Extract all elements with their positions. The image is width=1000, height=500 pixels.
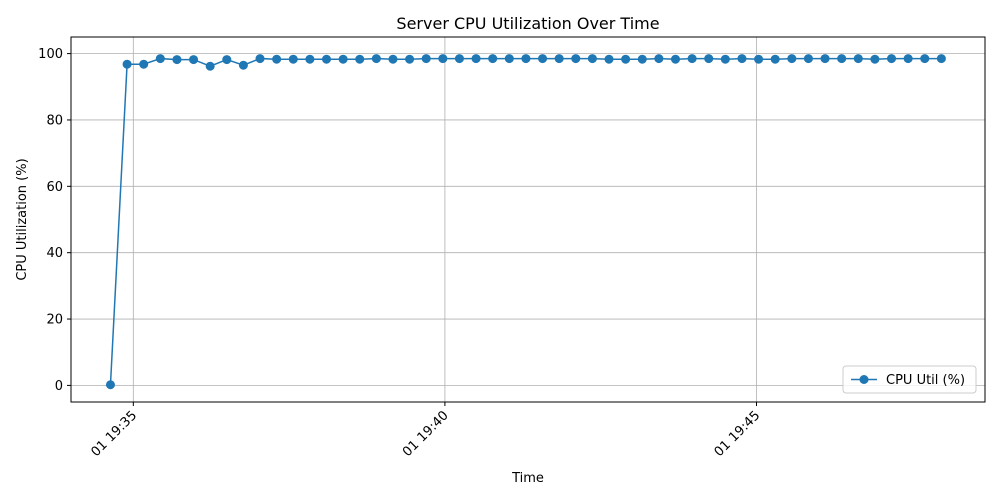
- grid-lines: [71, 37, 985, 402]
- data-point: [887, 54, 897, 64]
- y-tick-label: 80: [46, 113, 63, 128]
- x-axis-title: Time: [511, 471, 544, 486]
- data-point: [704, 54, 714, 64]
- plot-frame: [70, 36, 986, 403]
- x-axis: 01 19:35 01 19:40 01 19:45: [88, 402, 763, 460]
- data-point: [820, 54, 830, 64]
- data-point: [920, 54, 930, 64]
- chart-title: Server CPU Utilization Over Time: [396, 14, 659, 33]
- data-point: [488, 54, 498, 64]
- data-point: [837, 54, 847, 64]
- data-point: [604, 54, 614, 64]
- data-point: [720, 54, 730, 64]
- data-point: [521, 54, 531, 64]
- data-point: [454, 54, 464, 64]
- data-point: [305, 54, 315, 64]
- data-point: [172, 55, 182, 65]
- data-point: [122, 59, 132, 69]
- data-point: [338, 54, 348, 64]
- data-point: [853, 54, 863, 64]
- y-tick-label: 40: [46, 246, 63, 261]
- data-point: [504, 54, 514, 64]
- data-point: [189, 55, 199, 65]
- y-axis: 0 20 40 60 80 100: [38, 47, 71, 394]
- data-point: [903, 54, 913, 64]
- data-point: [155, 54, 165, 64]
- data-point: [870, 54, 880, 64]
- data-point: [803, 54, 813, 64]
- data-point: [538, 54, 548, 64]
- data-point: [754, 54, 764, 64]
- data-point: [355, 54, 365, 64]
- legend-box: [842, 365, 977, 394]
- data-point: [670, 54, 680, 64]
- y-tick-label: 20: [46, 313, 63, 328]
- y-tick-label: 100: [38, 47, 63, 62]
- legend-marker-swatch: [859, 375, 869, 384]
- data-point: [471, 54, 481, 64]
- data-point: [272, 54, 282, 64]
- data-point: [737, 54, 747, 64]
- x-tick-label: 01 19:45: [712, 408, 764, 460]
- y-axis-title: CPU Utilization (%): [15, 158, 30, 280]
- data-point: [139, 59, 149, 69]
- series-layer: [105, 54, 946, 390]
- data-point: [405, 54, 415, 64]
- data-point: [654, 54, 664, 64]
- data-point: [105, 380, 115, 390]
- data-point: [936, 54, 946, 64]
- data-point: [421, 54, 431, 64]
- y-tick-label: 0: [55, 379, 63, 394]
- data-point: [587, 54, 597, 64]
- data-point: [554, 54, 564, 64]
- data-point: [637, 54, 647, 64]
- legend-label: CPU Util (%): [886, 373, 965, 388]
- data-point: [787, 54, 797, 64]
- data-point: [222, 55, 232, 65]
- data-point: [255, 54, 265, 64]
- data-point: [687, 54, 697, 64]
- series-line: [109, 57, 942, 385]
- data-point: [438, 54, 448, 64]
- y-tick-label: 60: [46, 180, 63, 195]
- data-point: [571, 54, 581, 64]
- data-point: [322, 54, 332, 64]
- x-tick-label: 01 19:35: [88, 408, 140, 460]
- legend: CPU Util (%): [842, 365, 977, 394]
- data-point: [238, 60, 248, 70]
- data-point: [770, 54, 780, 64]
- data-point: [288, 54, 298, 64]
- data-point: [621, 54, 631, 64]
- data-point: [388, 54, 398, 64]
- data-point: [371, 54, 381, 64]
- data-point: [205, 61, 215, 71]
- x-tick-label: 01 19:40: [400, 408, 452, 460]
